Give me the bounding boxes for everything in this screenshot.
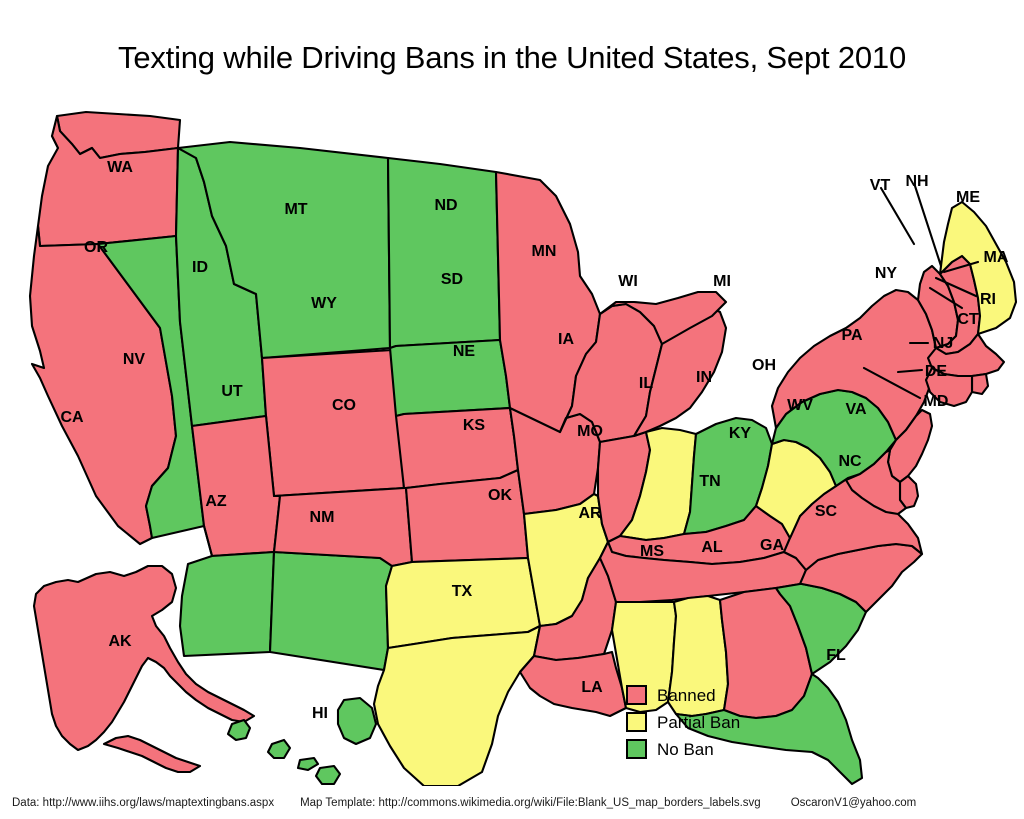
state-label-VT: VT	[870, 177, 891, 194]
legend-label-banned: Banned	[657, 685, 716, 705]
state-label-KY: KY	[729, 425, 752, 442]
state-label-TX: TX	[452, 583, 473, 600]
state-label-ID: ID	[192, 259, 208, 276]
state-label-AZ: AZ	[205, 493, 227, 510]
state-label-HI: HI	[312, 705, 328, 722]
state-label-OK: OK	[488, 487, 512, 504]
state-label-WI: WI	[618, 273, 638, 290]
leader-line-vt	[879, 186, 916, 246]
state-label-MO: MO	[577, 423, 603, 440]
state-label-ND: ND	[434, 197, 457, 214]
state-label-MT: MT	[284, 201, 307, 218]
state-label-NV: NV	[123, 351, 146, 368]
state-label-NE: NE	[453, 343, 476, 360]
state-label-CA: CA	[60, 409, 84, 426]
state-HI-5	[336, 696, 378, 746]
state-label-ME: ME	[956, 189, 980, 206]
state-label-DE: DE	[925, 363, 948, 380]
state-label-WA: WA	[107, 159, 133, 176]
state-label-IA: IA	[558, 331, 574, 348]
state-label-LA: LA	[581, 679, 603, 696]
state-label-MN: MN	[532, 243, 557, 260]
state-UT[interactable]	[190, 414, 282, 558]
state-SD[interactable]	[388, 338, 512, 418]
legend-item-no-ban[interactable]: No Ban	[626, 737, 806, 761]
state-CT[interactable]	[924, 366, 974, 408]
state-NM[interactable]	[268, 550, 394, 672]
state-AK[interactable]	[32, 564, 256, 752]
state-RI[interactable]	[970, 372, 990, 396]
footer-map-template[interactable]: Map Template: http://commons.wikimedia.o…	[300, 797, 761, 809]
legend-item-partial-ban[interactable]: Partial Ban	[626, 710, 806, 734]
state-LA[interactable]	[518, 650, 628, 718]
footer-contact[interactable]: OscaronV1@yahoo.com	[790, 797, 917, 809]
state-WY[interactable]	[260, 348, 406, 498]
legend-swatch-banned	[626, 685, 647, 705]
state-label-OH: OH	[752, 357, 776, 374]
legend-item-banned[interactable]: Banned	[626, 683, 806, 707]
state-label-SD: SD	[441, 271, 463, 288]
leader-line-md	[862, 366, 922, 400]
state-label-AL: AL	[701, 539, 723, 556]
state-AZ[interactable]	[178, 524, 276, 658]
state-label-NH: NH	[905, 173, 928, 190]
footer-data-source[interactable]: Data: http://www.iihs.org/laws/maptextin…	[12, 797, 275, 809]
leader-line-ma	[942, 260, 980, 274]
us-map: WA OR CA NV ID MT WY UT AZ NM CO ND SD N…	[0, 96, 1024, 786]
state-MI-up	[598, 290, 728, 346]
legend-label-partial-ban: Partial Ban	[657, 712, 741, 732]
state-HI-1[interactable]	[226, 718, 252, 742]
state-label-IN: IN	[696, 369, 712, 386]
state-TX[interactable]	[372, 624, 542, 786]
state-ND[interactable]	[386, 156, 502, 350]
state-AK-tail	[102, 734, 202, 774]
state-label-RI: RI	[980, 291, 996, 308]
legend-swatch-partial-ban	[626, 712, 647, 732]
state-NE[interactable]	[394, 406, 520, 490]
state-label-UT: UT	[221, 383, 243, 400]
state-FL[interactable]	[674, 672, 864, 786]
state-label-VA: VA	[845, 401, 866, 418]
state-label-NC: NC	[838, 453, 862, 470]
state-label-OR: OR	[84, 239, 108, 256]
state-label-MI: MI	[713, 273, 731, 290]
state-ME[interactable]	[938, 200, 1018, 336]
legend-swatch-no-ban	[626, 739, 647, 759]
page-title: Texting while Driving Bans in the United…	[118, 40, 906, 75]
state-label-MD: MD	[924, 393, 949, 410]
legend-label-no-ban: No Ban	[657, 739, 714, 759]
state-HI-4	[314, 764, 342, 786]
state-HI-3	[296, 756, 320, 772]
state-label-SC: SC	[815, 503, 838, 520]
leader-line-nh	[913, 184, 943, 268]
state-MT[interactable]	[176, 140, 392, 360]
state-label-FL: FL	[826, 647, 846, 664]
state-label-WV: WV	[787, 397, 813, 414]
state-label-WY: WY	[311, 295, 337, 312]
footer: Data: http://www.iihs.org/laws/maptextin…	[0, 791, 1024, 815]
state-label-MS: MS	[640, 543, 664, 560]
state-label-GA: GA	[760, 537, 784, 554]
leader-line-de	[896, 368, 924, 374]
leader-line-ri	[934, 276, 978, 298]
state-MD[interactable]	[844, 448, 908, 516]
state-label-AR: AR	[578, 505, 602, 522]
state-label-AK: AK	[108, 633, 132, 650]
state-label-CT: CT	[957, 311, 979, 328]
state-HI-2	[266, 738, 292, 760]
map-legend: Banned Partial Ban No Ban	[626, 683, 806, 764]
state-label-KS: KS	[463, 417, 486, 434]
leader-line-ct	[928, 286, 964, 310]
state-label-IL: IL	[639, 375, 653, 392]
state-label-NJ: NJ	[933, 335, 953, 352]
state-label-NM: NM	[310, 509, 335, 526]
state-label-TN: TN	[699, 473, 720, 490]
state-label-CO: CO	[332, 397, 356, 414]
state-label-MA: MA	[984, 249, 1009, 266]
state-label-PA: PA	[841, 327, 862, 344]
state-label-NY: NY	[875, 265, 898, 282]
